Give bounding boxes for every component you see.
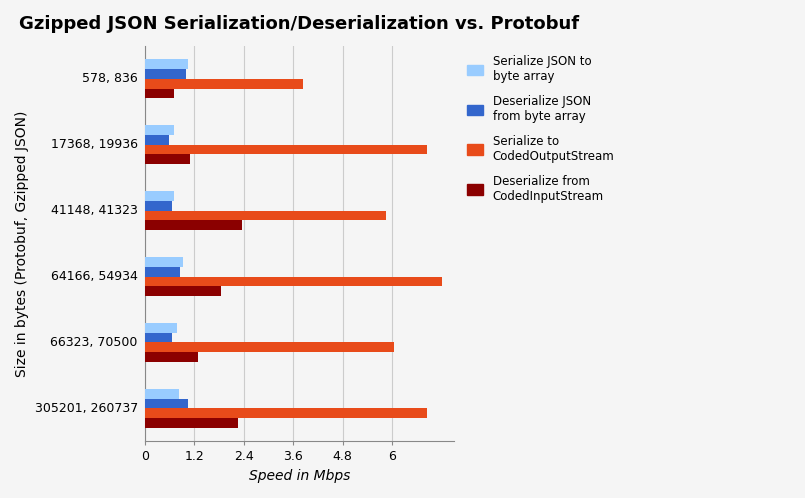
Bar [145, 79, 303, 89]
Y-axis label: Size in bytes (Protobuf, Gzipped JSON): Size in bytes (Protobuf, Gzipped JSON) [15, 111, 29, 376]
Legend: Serialize JSON to
byte array, Deserialize JSON
from byte array, Serialize to
Cod: Serialize JSON to byte array, Deserializ… [463, 52, 617, 206]
Bar [145, 418, 237, 428]
Bar [145, 323, 177, 333]
Bar [145, 201, 171, 211]
Bar [145, 353, 198, 362]
Bar [145, 191, 175, 201]
Bar [145, 333, 171, 343]
Bar [145, 125, 175, 135]
X-axis label: Speed in Mbps: Speed in Mbps [249, 469, 350, 483]
Bar [145, 154, 190, 164]
Bar [145, 89, 175, 99]
Bar [145, 266, 180, 276]
Bar [145, 388, 179, 398]
Bar [145, 135, 169, 144]
Bar [145, 144, 427, 154]
Bar [145, 398, 188, 408]
Bar [145, 69, 186, 79]
Bar [145, 408, 427, 418]
Bar [145, 286, 221, 296]
Bar [145, 343, 394, 353]
Bar [145, 221, 242, 231]
Bar [145, 257, 183, 266]
Bar [145, 59, 188, 69]
Bar [145, 211, 386, 221]
Bar [145, 276, 442, 286]
Title: Gzipped JSON Serialization/Deserialization vs. Protobuf: Gzipped JSON Serialization/Deserializati… [19, 15, 580, 33]
